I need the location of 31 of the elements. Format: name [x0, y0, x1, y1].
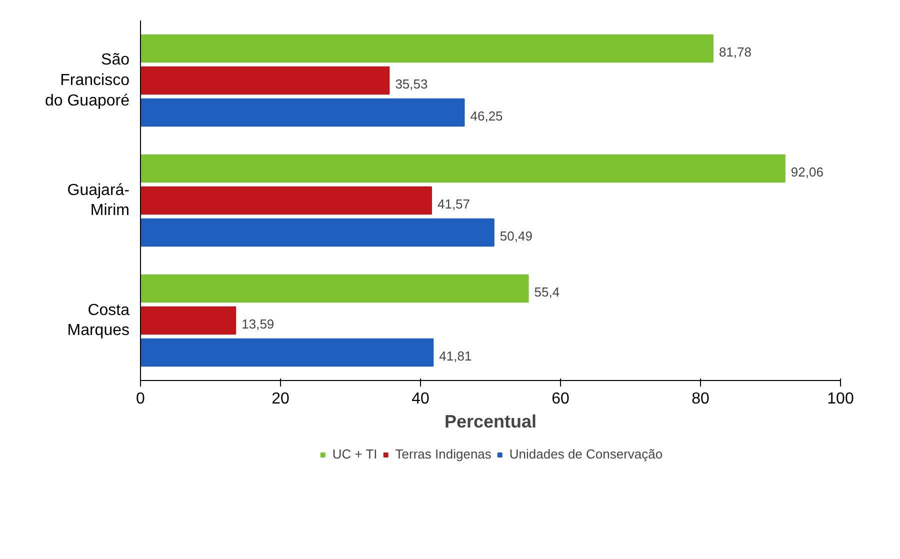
- data-label: 81,78: [718, 44, 752, 60]
- data-label: 13,59: [242, 316, 274, 332]
- x-tick-label: 20: [272, 390, 290, 408]
- y-tick-label: Costa Marques: [67, 302, 130, 340]
- x-tick-label: 0: [136, 390, 146, 408]
- bar: [140, 274, 529, 303]
- data-label: 41,81: [439, 348, 472, 364]
- data-label: 46,25: [470, 108, 503, 124]
- y-tick-label: Guajará- Mirim: [67, 182, 130, 220]
- bar: [140, 186, 432, 215]
- bar: [140, 66, 390, 95]
- x-tick-label: 80: [692, 390, 710, 408]
- legend-label: UC + TI: [332, 446, 378, 462]
- bar: [140, 338, 434, 367]
- data-label: 35,53: [395, 76, 428, 92]
- data-label: 55,4: [534, 284, 560, 300]
- bar: [140, 306, 236, 335]
- bar: [140, 218, 494, 247]
- bar: [140, 34, 714, 63]
- x-tick-label: 40: [412, 390, 430, 408]
- bar: [140, 154, 786, 183]
- y-tick-label: São Francisco do Guaporé: [44, 52, 130, 110]
- x-tick-label: 60: [552, 390, 570, 408]
- data-label: 92,06: [790, 164, 824, 180]
- data-label: 41,57: [437, 196, 470, 212]
- data-label: 50,49: [500, 228, 532, 244]
- x-tick-label: 100: [827, 390, 854, 408]
- x-axis-title: Percentual: [444, 412, 537, 432]
- legend-label: Terras Indigenas: [395, 446, 492, 462]
- legend-label: Unidades de Conservação: [509, 446, 663, 462]
- bar: [140, 98, 465, 127]
